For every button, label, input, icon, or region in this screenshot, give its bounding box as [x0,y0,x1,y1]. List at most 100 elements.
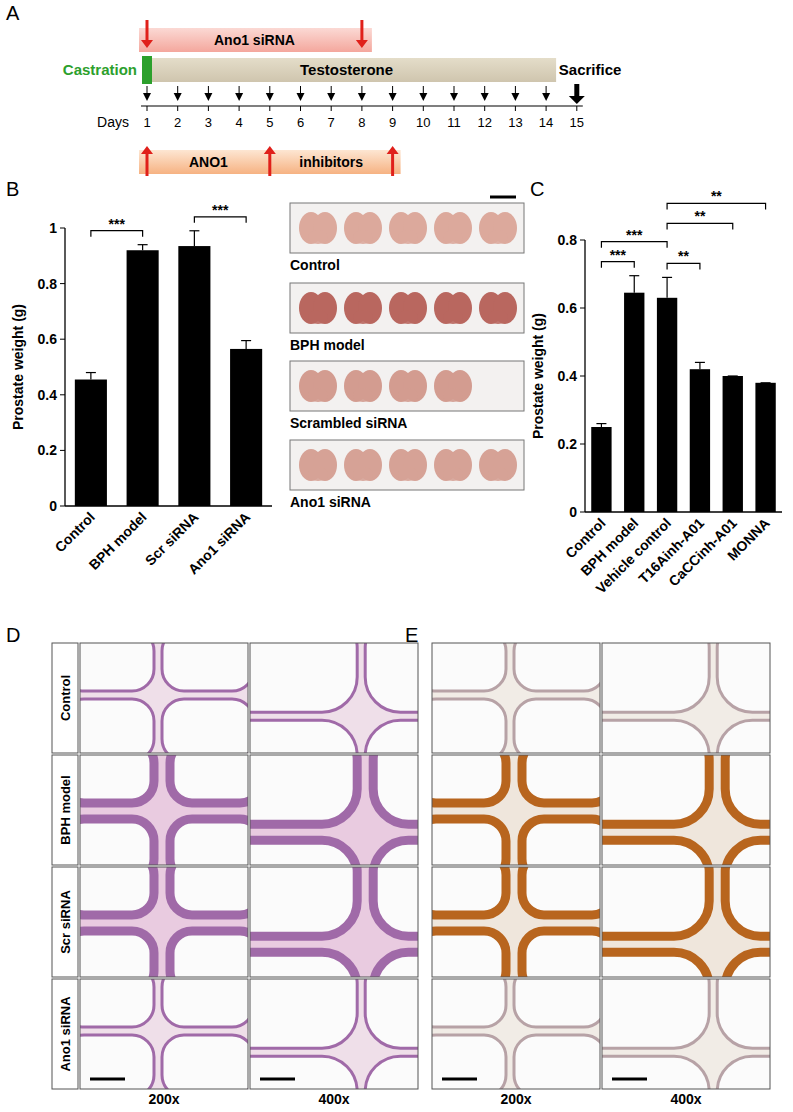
histology-image [80,755,248,865]
x-tick-label: Ano1 siRNA [185,509,254,578]
photo-label: BPH model [290,337,365,353]
inhibitor-label: inhibitors [299,154,363,170]
day-label: 13 [508,115,522,130]
row-label-frame [52,979,78,1089]
testosterone-arrow [450,86,458,101]
lobe [443,230,463,244]
day-tick [454,106,455,111]
histology-image [250,979,418,1089]
error-bar [138,245,148,251]
testosterone-arrow-head [542,93,550,101]
panel-label: B [6,178,19,200]
gland [514,699,600,753]
day-label: 10 [416,115,430,130]
gland [162,699,248,753]
inhibitor-arrow-shaft [391,152,394,176]
gland [373,952,418,977]
gland [80,867,154,915]
gland [514,1035,600,1089]
gland [725,840,770,865]
lobe [353,230,373,244]
lobe [308,310,328,324]
bar [690,369,710,512]
bar [127,250,159,506]
gland [432,867,506,915]
y-tick-label: 0.4 [558,368,578,384]
prostate [434,370,472,402]
day-label: 6 [297,115,304,130]
panel-label: A [6,2,20,24]
error-cap [241,340,251,341]
prostate [299,370,337,402]
x-tick-label: Control [51,509,98,556]
row-label: Ano1 siRNA [58,996,73,1072]
day-tick [208,106,209,111]
y-tick-label: 0.6 [558,300,578,316]
castration-label: Castration [63,61,137,78]
prostate [434,292,472,324]
testosterone-arrow [542,86,550,101]
testosterone-arrow-head [235,93,243,101]
days-label: Days [97,114,129,130]
gland [432,931,506,977]
testosterone-arrow-head [389,93,397,101]
gland [250,643,357,712]
gland [80,1035,154,1089]
error-bar [241,341,251,349]
lobe [398,310,418,324]
sirna-arrow-head [141,40,153,48]
testosterone-bar [142,58,556,82]
testosterone-arrow [419,86,427,101]
testosterone-arrow-head [358,93,366,101]
gland [170,931,248,977]
testosterone-arrow-head [174,93,182,101]
sirna-arrow [141,20,153,48]
gland [373,867,418,936]
y-axis [64,228,65,506]
plot-area [591,276,776,512]
photo-frame [290,361,524,411]
gland [170,755,248,803]
image-frame [432,867,600,977]
lobe [308,467,328,481]
gland [602,840,709,865]
inhibitor-arrow-shaft [146,152,149,176]
sirna-arrow-shaft [360,20,363,42]
histology-image [432,755,600,865]
error-stem [194,231,195,246]
gland [365,1056,418,1089]
histology-image [602,867,770,977]
testosterone-arrow [389,86,397,101]
row-label: Control [58,675,73,721]
y-tick [580,376,585,377]
prostate [434,449,472,481]
bar [178,246,210,506]
prostate [344,292,382,324]
scale-bar [90,1078,125,1081]
scale-bar [442,1078,477,1081]
testosterone-arrow [511,86,519,101]
testosterone-arrow-head [143,93,151,101]
image-frame [432,979,600,1089]
prostate [344,370,382,402]
testosterone-arrow [143,86,151,101]
column-label: 400x [670,1091,701,1107]
image-frame [80,643,248,753]
error-bar [761,382,771,383]
day-label: 15 [570,115,584,130]
image-frame [602,867,770,977]
testosterone-arrow [204,86,212,101]
bar [591,427,611,512]
histology-image [250,643,418,753]
gland [432,699,506,753]
testosterone-arrow-head [481,93,489,101]
histology-image [602,643,770,753]
day-label: 1 [143,115,150,130]
scale-bar [612,1078,647,1081]
day-label: 8 [358,115,365,130]
error-cap [629,275,639,276]
gland [170,867,248,915]
photo-label: Control [290,257,340,273]
gland [250,755,357,824]
x-tick-label: BPH model [86,509,150,573]
